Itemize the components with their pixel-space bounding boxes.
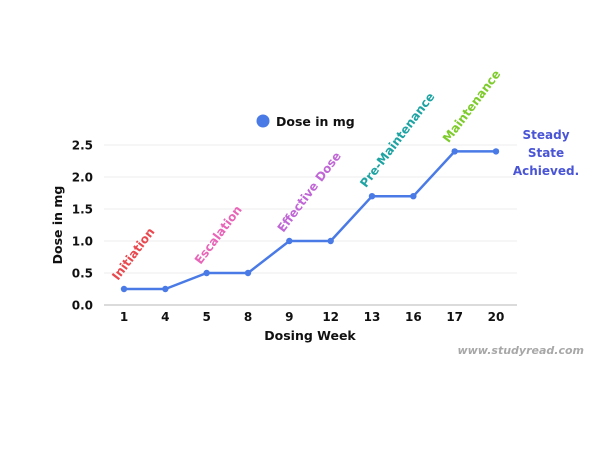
phase-label: Maintenance xyxy=(440,67,504,145)
x-tick-label: 17 xyxy=(446,310,463,324)
data-point[interactable] xyxy=(451,148,458,155)
x-tick-label: 5 xyxy=(202,310,210,324)
x-tick-label: 8 xyxy=(244,310,252,324)
data-point[interactable] xyxy=(286,237,293,245)
steady-state-line: State xyxy=(528,146,564,160)
phase-label: Initiation xyxy=(109,225,157,283)
data-point[interactable] xyxy=(492,148,500,155)
phase-annotations: Initiation Escalation Effective DosePre-Ma… xyxy=(109,67,503,283)
x-axis-ticks: 1 4 5 8 9 12 13 16 17 20 xyxy=(120,310,505,324)
data-point[interactable] xyxy=(120,285,128,293)
data-point[interactable] xyxy=(410,193,417,200)
legend-marker-icon xyxy=(256,114,270,128)
data-point[interactable] xyxy=(327,237,334,245)
x-tick-label: 1 xyxy=(120,310,128,324)
watermark: www.studyread.com xyxy=(457,344,584,357)
grid-lines xyxy=(104,144,517,274)
x-tick-label: 12 xyxy=(322,310,339,324)
data-point[interactable] xyxy=(368,193,376,200)
y-tick-label: 1.5 xyxy=(72,203,93,217)
steady-state-line: Steady xyxy=(522,128,569,142)
legend[interactable]: Dose in mg xyxy=(256,114,355,129)
x-tick-label: 16 xyxy=(405,310,422,324)
steady-state-note: Steady State Achieved. xyxy=(513,128,579,178)
x-tick-label: 13 xyxy=(364,310,381,324)
legend-label: Dose in mg xyxy=(276,114,355,129)
y-axis-title: Dose in mg xyxy=(50,186,65,265)
y-tick-label: 2.5 xyxy=(72,139,93,153)
phase-label: Pre-Maintenance xyxy=(357,90,437,190)
y-tick-label: 0.0 xyxy=(72,299,93,313)
y-tick-label: 1.0 xyxy=(72,235,93,249)
x-axis-title: Dosing Week xyxy=(264,328,356,343)
data-point[interactable] xyxy=(244,269,252,277)
y-tick-label: 2.0 xyxy=(72,171,93,185)
data-point[interactable] xyxy=(162,285,169,293)
data-point[interactable] xyxy=(203,269,210,277)
x-tick-label: 4 xyxy=(161,310,169,324)
phase-label: Effective Dose xyxy=(275,149,344,235)
y-axis-ticks: 0.0 0.5 1.0 1.5 2.0 2.5 xyxy=(72,139,93,313)
phase-label: Escalation xyxy=(192,203,245,267)
y-tick-label: 0.5 xyxy=(72,267,93,281)
steady-state-line: Achieved. xyxy=(513,164,579,178)
series-line xyxy=(124,150,496,291)
x-tick-label: 20 xyxy=(488,310,505,324)
series-dose xyxy=(120,148,500,293)
x-tick-label: 9 xyxy=(285,310,293,324)
